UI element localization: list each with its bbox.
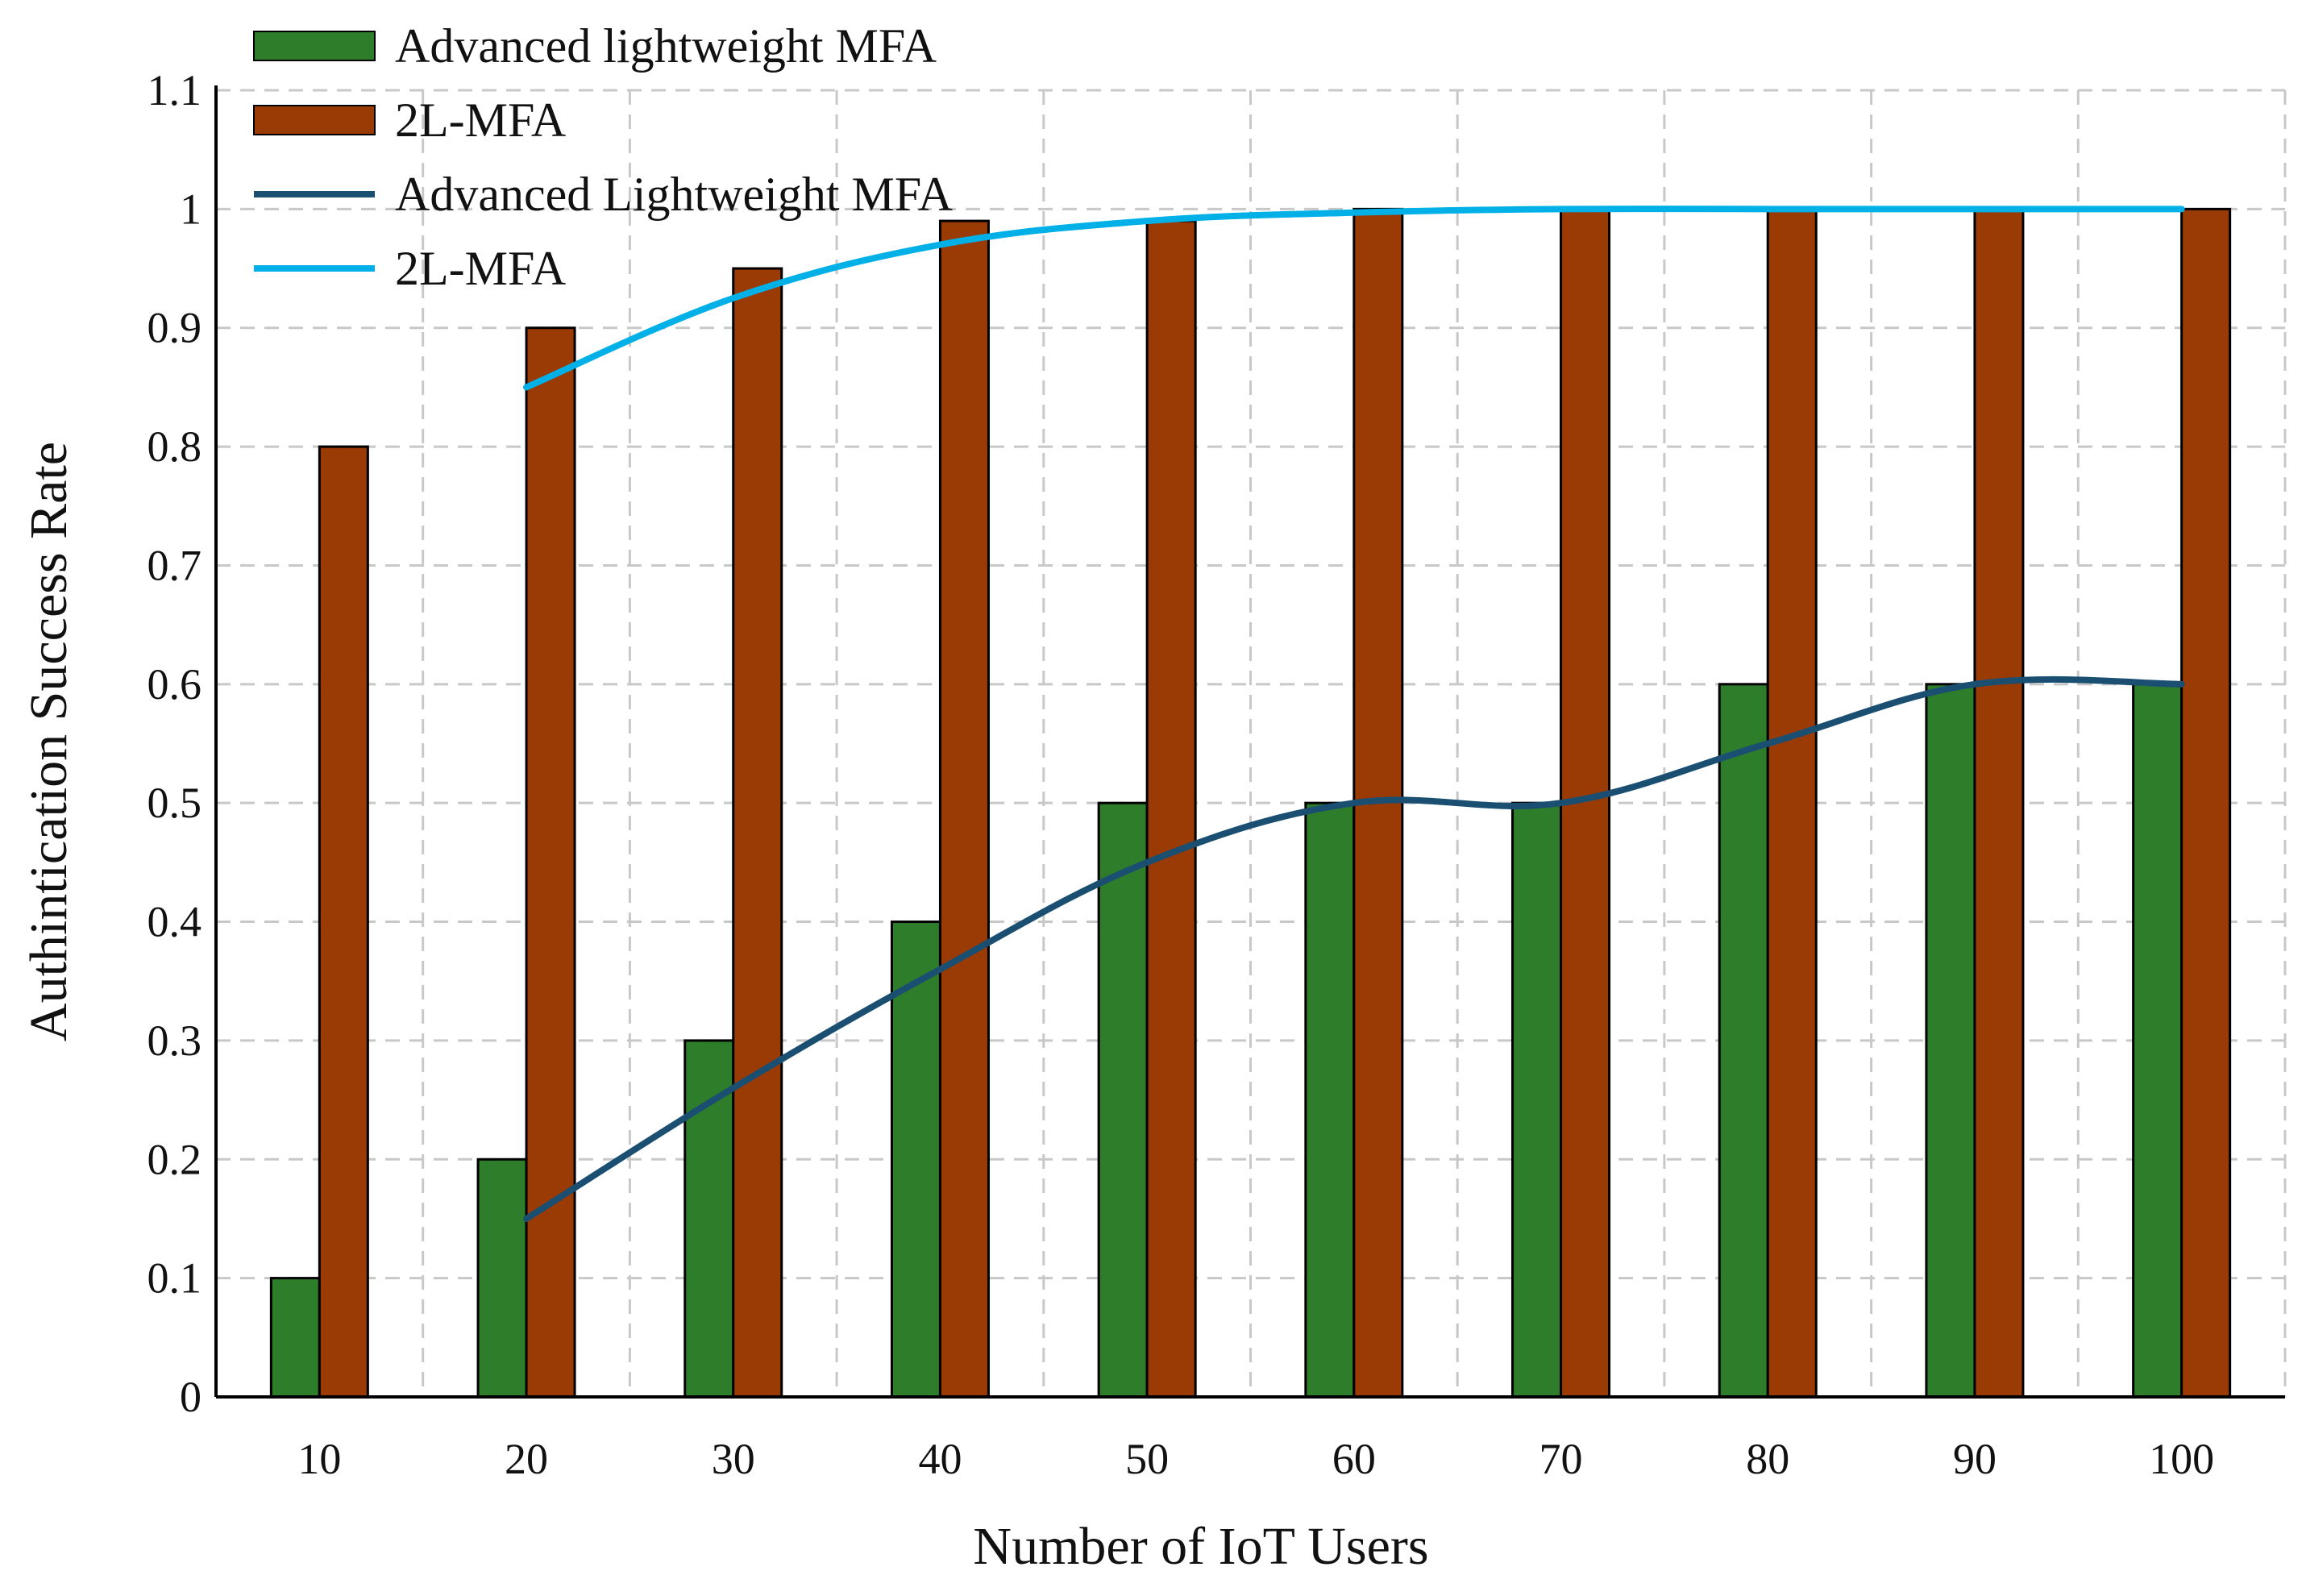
bar-advanced-lightweight-mfa-20 bbox=[476, 1158, 528, 1399]
y-tick-label: 0.9 bbox=[148, 304, 202, 352]
legend-label: 2L-MFA bbox=[395, 242, 566, 295]
x-tick-label: 60 bbox=[1332, 1435, 1376, 1483]
bar-2l-mfa-40 bbox=[938, 219, 990, 1399]
legend-label: Advanced Lightweight MFA bbox=[395, 168, 953, 221]
legend-label: 2L-MFA bbox=[395, 94, 566, 147]
x-tick-label: 80 bbox=[1746, 1435, 1789, 1483]
bar-2l-mfa-10 bbox=[318, 445, 369, 1399]
x-tick-label: 20 bbox=[505, 1435, 548, 1483]
x-tick-label: 30 bbox=[712, 1435, 755, 1483]
bar-advanced-lightweight-mfa-10 bbox=[269, 1277, 321, 1399]
y-tick-label: 0.8 bbox=[148, 422, 202, 471]
x-tick-label: 10 bbox=[297, 1435, 341, 1483]
y-tick-label: 0.5 bbox=[148, 779, 202, 827]
axes bbox=[214, 85, 2285, 1399]
legend: Advanced lightweight MFA 2L-MFA Advanced L… bbox=[253, 19, 953, 295]
bar-2l-mfa-20 bbox=[525, 326, 576, 1399]
bar-2l-mfa-90 bbox=[1973, 207, 2025, 1399]
line-2l-mfa bbox=[523, 206, 2185, 391]
legend-swatch-bar bbox=[253, 105, 376, 135]
y-tick-label: 0.4 bbox=[148, 898, 202, 946]
bar-advanced-lightweight-mfa-50 bbox=[1097, 801, 1149, 1399]
y-tick-label: 0.7 bbox=[148, 541, 202, 589]
legend-label: Advanced lightweight MFA bbox=[395, 19, 937, 73]
y-tick-label: 0.6 bbox=[148, 660, 202, 709]
y-axis-title: Authintication Success Rate bbox=[19, 442, 78, 1041]
bar-2l-mfa-30 bbox=[732, 267, 783, 1399]
bar-advanced-lightweight-mfa-90 bbox=[1925, 683, 1976, 1399]
x-axis-title: Number of IoT Users bbox=[973, 1517, 1428, 1576]
bar-advanced-lightweight-mfa-100 bbox=[2132, 683, 2183, 1399]
y-tick-label: 0.1 bbox=[148, 1254, 202, 1303]
x-tick-label: 70 bbox=[1539, 1435, 1583, 1483]
x-tick-label: 100 bbox=[2149, 1435, 2214, 1483]
line-advanced-lightweight-mfa bbox=[523, 675, 2185, 1222]
y-tick-label: 0 bbox=[180, 1373, 202, 1421]
y-tick-label: 0.2 bbox=[148, 1135, 202, 1183]
bar-advanced-lightweight-mfa-70 bbox=[1511, 801, 1563, 1399]
bar-2l-mfa-80 bbox=[1766, 207, 1818, 1399]
lines bbox=[523, 206, 2185, 1222]
bar-advanced-lightweight-mfa-60 bbox=[1304, 801, 1356, 1399]
x-tick-label: 40 bbox=[918, 1435, 962, 1483]
bars bbox=[269, 207, 2232, 1399]
legend-swatch-bar bbox=[253, 31, 376, 61]
bar-2l-mfa-50 bbox=[1145, 219, 1197, 1399]
bar-advanced-lightweight-mfa-40 bbox=[890, 921, 941, 1399]
tick-labels: 0 0.1 0.2 0.3 0.4 0.5 0.6 0.7 0.8 0.9 1 1.1 10 20 30 40… bbox=[148, 66, 2215, 1483]
x-tick-label: 90 bbox=[1953, 1435, 1996, 1483]
x-tick-label: 50 bbox=[1125, 1435, 1169, 1483]
bar-advanced-lightweight-mfa-80 bbox=[1718, 683, 1769, 1399]
bar-2l-mfa-100 bbox=[2180, 207, 2232, 1399]
y-tick-label: 0.3 bbox=[148, 1016, 202, 1065]
y-tick-label: 1.1 bbox=[148, 66, 202, 114]
y-tick-label: 1 bbox=[180, 185, 202, 233]
